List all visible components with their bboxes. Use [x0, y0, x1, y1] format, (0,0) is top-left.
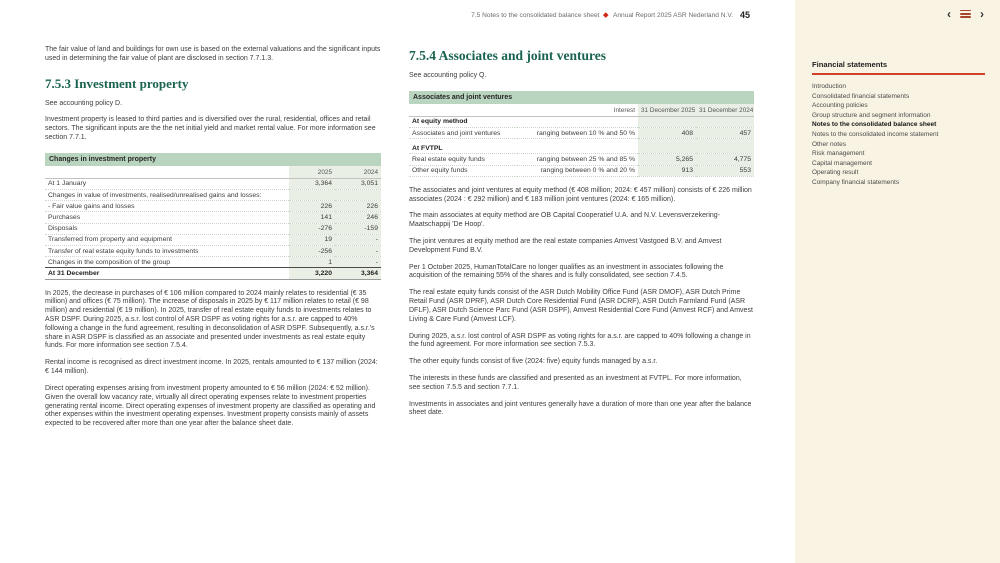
sidebar-item-capital-management[interactable]: Capital management — [812, 159, 872, 167]
table-group-row: At FVTPL — [409, 143, 754, 155]
viewer-nav: ‹ › — [947, 7, 984, 21]
table-row: Associates and joint ventures ranging bet… — [409, 127, 754, 140]
paragraph: The main associates at equity method are… — [409, 212, 721, 229]
paragraph: In 2025, the decrease in purchases of € … — [45, 289, 375, 350]
paragraph: Investments in associates and joint vent… — [409, 400, 752, 417]
sidebar-item-other-notes[interactable]: Other notes — [812, 140, 846, 148]
table-row: At 1 January 3,364 3,051 — [45, 178, 381, 191]
table-row: - Fair value gains and losses 226 226 — [45, 200, 381, 213]
paragraph: The real estate equity funds consist of … — [409, 289, 753, 323]
sidebar-item-company-financial-statements[interactable]: Company financial statements — [812, 178, 900, 186]
section-title-7-5-3: 7.5.3 Investment property — [45, 75, 189, 91]
policy-note: See accounting policy Q. — [409, 72, 487, 79]
middle-column: 7.5.4 Associates and joint ventures See … — [409, 46, 754, 437]
paragraph: Per 1 October 2025, HumanTotalCare no lo… — [409, 263, 724, 280]
sidebar-title: Financial statements — [812, 60, 888, 69]
paragraph: Direct operating expenses arising from i… — [45, 384, 376, 428]
col-interest: Interest — [517, 103, 638, 117]
section-title-7-5-4: 7.5.4 Associates and joint ventures — [409, 48, 607, 63]
associates-table: Associates and joint ventures Interest 3… — [409, 90, 754, 177]
menu-icon[interactable] — [960, 7, 971, 21]
paragraph: Investment property is leased to third p… — [45, 116, 376, 142]
col-2025: 2025 — [289, 165, 335, 179]
sidebar-item-notes-balance-sheet[interactable]: Notes to the consolidated balance sheet — [812, 121, 937, 129]
sidebar-item-notes-income-statement[interactable]: Notes to the consolidated income stateme… — [812, 130, 939, 138]
table-title: Associates and joint ventures — [409, 90, 754, 104]
table-row: Changes in the composition of the group 1… — [45, 256, 381, 269]
table-row: Changes in value of investments, realise… — [45, 189, 381, 202]
table-row: Disposals -276 -159 — [45, 223, 381, 235]
paragraph: The associates and joint ventures at equ… — [409, 186, 752, 203]
breadcrumb: 7.5 Notes to the consolidated balance sh… — [45, 10, 750, 20]
sidebar-title-rule — [812, 73, 985, 75]
table-row: Real estate equity funds ranging between … — [409, 153, 754, 166]
col-31-dec-2024: 31 December 2024 — [696, 103, 754, 117]
sidebar-item-accounting-policies[interactable]: Accounting policies — [812, 102, 868, 110]
diamond-bullet-icon — [603, 12, 609, 18]
left-column: The fair value of land and buildings for… — [45, 46, 381, 437]
sidebar-item-consolidated-financial-statements[interactable]: Consolidated financial statements — [812, 92, 910, 100]
sidebar-nav-list: Introduction Consolidated financial stat… — [812, 82, 990, 188]
sidebar-item-operating-result[interactable]: Operating result — [812, 169, 859, 177]
paragraph: During 2025, a.s.r. lost control of ASR … — [409, 332, 751, 349]
col-31-dec-2025: 31 December 2025 — [638, 103, 696, 117]
paragraph: The interests in these funds are classif… — [409, 374, 742, 391]
table-row: Transfer of real estate equity funds to … — [45, 245, 381, 258]
policy-note: See accounting policy D. — [45, 99, 123, 107]
sidebar-item-introduction[interactable]: Introduction — [812, 83, 846, 90]
paragraph: Rental income is recognised as direct in… — [45, 359, 378, 376]
table-row: Purchases 141 246 — [45, 211, 381, 224]
breadcrumb-section: 7.5 Notes to the consolidated balance sh… — [471, 11, 600, 19]
investment-property-table: Changes in investment property 2025 2024… — [45, 152, 381, 280]
table-spacer-row — [409, 138, 754, 144]
table-header-row: 2025 2024 — [45, 165, 381, 179]
table-group-row: At equity method — [409, 116, 754, 129]
chevron-left-icon[interactable]: ‹ — [947, 6, 951, 21]
chevron-right-icon[interactable]: › — [980, 6, 984, 21]
col-2024: 2024 — [335, 165, 381, 179]
table-header-row: Interest 31 December 2025 31 December 20… — [409, 103, 754, 117]
table-row: Transferred from property and equipment 1… — [45, 234, 381, 247]
table-title: Changes in investment property — [45, 152, 381, 166]
sidebar-item-group-structure[interactable]: Group structure and segment information — [812, 111, 931, 119]
table-total-row: At 31 December 3,220 3,364 — [45, 267, 381, 280]
report-title: Annual Report 2025 ASR Nederland N.V. — [612, 11, 733, 19]
sidebar: ‹ › Financial statements Introduction Co… — [795, 0, 1000, 563]
page-number: 45 — [739, 10, 750, 20]
table-row: Other equity funds ranging between 0 % an… — [409, 165, 754, 177]
sidebar-item-risk-management[interactable]: Risk management — [812, 150, 865, 158]
main-content: The fair value of land and buildings for… — [45, 46, 754, 437]
paragraph: The other equity funds consist of five (… — [409, 358, 658, 366]
paragraph: The fair value of land and buildings for… — [45, 46, 381, 62]
paragraph: The joint ventures at equity method are … — [409, 238, 722, 254]
